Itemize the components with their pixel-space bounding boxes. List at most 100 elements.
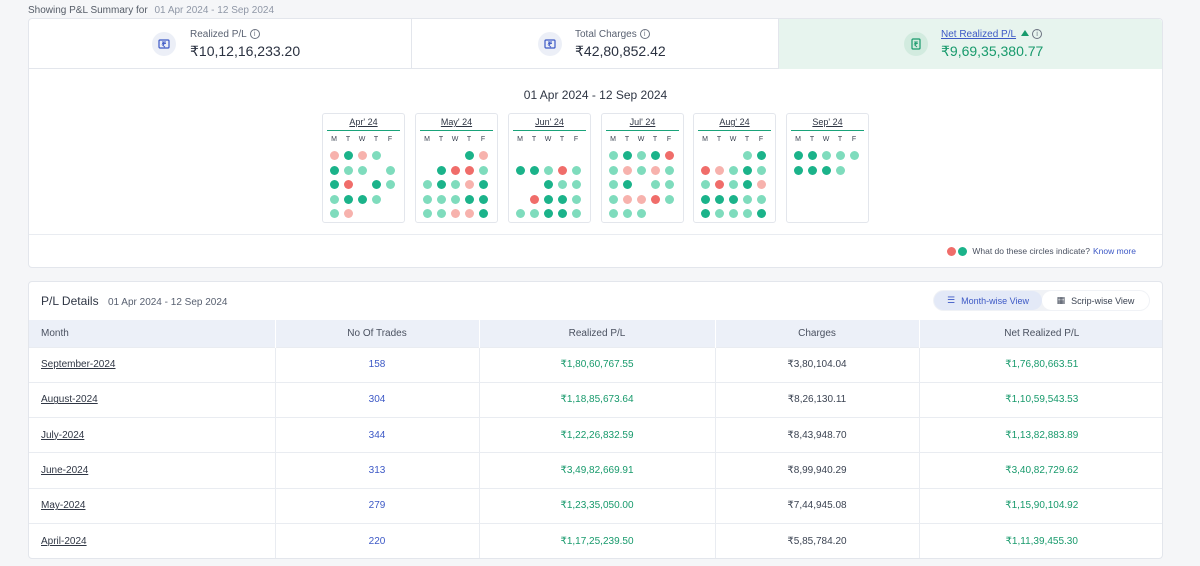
trading-day-dot[interactable] (423, 194, 432, 204)
trading-day-dot[interactable] (701, 180, 710, 189)
trading-day-dot[interactable] (544, 209, 553, 218)
trading-day-dot[interactable] (465, 151, 474, 160)
trading-day-dot[interactable] (530, 194, 539, 204)
scrip-wise-view-button[interactable]: ▦ Scrip-wise View (1042, 291, 1149, 310)
trading-day-dot[interactable] (558, 180, 567, 189)
trading-day-dot[interactable] (715, 165, 724, 175)
trading-day-dot[interactable] (437, 165, 446, 175)
trading-day-dot[interactable] (479, 165, 488, 175)
trading-day-dot[interactable] (623, 165, 632, 175)
know-more-link[interactable]: Know more (1093, 246, 1136, 256)
calendar-month-name[interactable]: Aug' 24 (719, 117, 750, 127)
trading-day-dot[interactable] (637, 209, 646, 218)
trading-day-dot[interactable] (372, 194, 381, 204)
trading-day-dot[interactable] (822, 165, 831, 175)
trading-day-dot[interactable] (743, 151, 752, 160)
trading-day-dot[interactable] (701, 165, 710, 175)
trading-day-dot[interactable] (623, 209, 632, 218)
trading-day-dot[interactable] (623, 194, 632, 204)
trading-day-dot[interactable] (665, 180, 674, 189)
info-icon[interactable]: i (249, 29, 260, 39)
trading-day-dot[interactable] (344, 165, 353, 175)
month-link[interactable]: July-2024 (29, 417, 276, 453)
trading-day-dot[interactable] (465, 194, 474, 204)
trading-day-dot[interactable] (651, 194, 660, 204)
trading-day-dot[interactable] (465, 180, 474, 189)
trading-day-dot[interactable] (715, 209, 724, 218)
trading-day-dot[interactable] (609, 194, 618, 204)
trading-day-dot[interactable] (609, 165, 618, 175)
trading-day-dot[interactable] (330, 194, 339, 204)
trading-day-dot[interactable] (465, 209, 474, 218)
trading-day-dot[interactable] (850, 151, 859, 160)
trading-day-dot[interactable] (794, 165, 803, 175)
trading-day-dot[interactable] (808, 165, 817, 175)
trading-day-dot[interactable] (479, 151, 488, 160)
trading-day-dot[interactable] (516, 209, 525, 218)
trading-day-dot[interactable] (423, 180, 432, 189)
trading-day-dot[interactable] (372, 151, 381, 160)
trading-day-dot[interactable] (665, 165, 674, 175)
trading-day-dot[interactable] (757, 165, 766, 175)
month-link[interactable]: June-2024 (29, 452, 276, 489)
trading-day-dot[interactable] (437, 180, 446, 189)
trading-day-dot[interactable] (729, 180, 738, 189)
trading-day-dot[interactable] (609, 209, 618, 218)
trading-day-dot[interactable] (715, 180, 724, 189)
trading-day-dot[interactable] (358, 151, 367, 160)
trading-day-dot[interactable] (743, 165, 752, 175)
trading-day-dot[interactable] (558, 165, 567, 175)
trading-day-dot[interactable] (572, 194, 581, 204)
trading-day-dot[interactable] (623, 180, 632, 189)
trading-day-dot[interactable] (609, 151, 618, 160)
trading-day-dot[interactable] (651, 165, 660, 175)
trading-day-dot[interactable] (358, 165, 367, 175)
trading-day-dot[interactable] (665, 151, 674, 160)
trading-day-dot[interactable] (822, 151, 831, 160)
trading-day-dot[interactable] (558, 194, 567, 204)
trading-day-dot[interactable] (743, 209, 752, 218)
month-link[interactable]: May-2024 (29, 487, 276, 524)
trading-day-dot[interactable] (757, 151, 766, 160)
trading-day-dot[interactable] (451, 165, 460, 175)
trading-day-dot[interactable] (544, 180, 553, 189)
trading-day-dot[interactable] (743, 194, 752, 204)
trading-day-dot[interactable] (451, 209, 460, 218)
trading-day-dot[interactable] (530, 209, 539, 218)
trading-day-dot[interactable] (358, 194, 367, 204)
trading-day-dot[interactable] (344, 180, 353, 189)
trading-day-dot[interactable] (637, 151, 646, 160)
trading-day-dot[interactable] (451, 194, 460, 204)
trading-day-dot[interactable] (729, 165, 738, 175)
calendar-month-name[interactable]: Jul' 24 (629, 117, 656, 127)
trading-day-dot[interactable] (386, 180, 395, 189)
calendar-month-name[interactable]: Sep' 24 (812, 117, 843, 127)
trading-day-dot[interactable] (743, 180, 752, 189)
trading-day-dot[interactable] (451, 180, 460, 189)
month-link[interactable]: August-2024 (29, 381, 276, 418)
trading-day-dot[interactable] (437, 194, 446, 204)
trading-day-dot[interactable] (651, 151, 660, 160)
trading-day-dot[interactable] (479, 194, 488, 204)
month-link[interactable]: September-2024 (29, 346, 276, 383)
trading-day-dot[interactable] (794, 151, 803, 160)
trading-day-dot[interactable] (344, 209, 353, 218)
calendar-month-name[interactable]: Jun' 24 (535, 117, 564, 127)
trading-day-dot[interactable] (558, 209, 567, 218)
trading-day-dot[interactable] (729, 209, 738, 218)
trading-day-dot[interactable] (757, 194, 766, 204)
trading-day-dot[interactable] (572, 180, 581, 189)
trading-day-dot[interactable] (715, 194, 724, 204)
trading-day-dot[interactable] (701, 209, 710, 218)
trading-day-dot[interactable] (479, 180, 488, 189)
trading-day-dot[interactable] (701, 194, 710, 204)
month-link[interactable]: April-2024 (29, 522, 276, 558)
trading-day-dot[interactable] (344, 151, 353, 160)
trading-day-dot[interactable] (637, 194, 646, 204)
trading-day-dot[interactable] (572, 165, 581, 175)
trading-day-dot[interactable] (479, 209, 488, 218)
trading-day-dot[interactable] (637, 165, 646, 175)
trading-day-dot[interactable] (330, 180, 339, 189)
trading-day-dot[interactable] (808, 151, 817, 160)
trading-day-dot[interactable] (372, 180, 381, 189)
